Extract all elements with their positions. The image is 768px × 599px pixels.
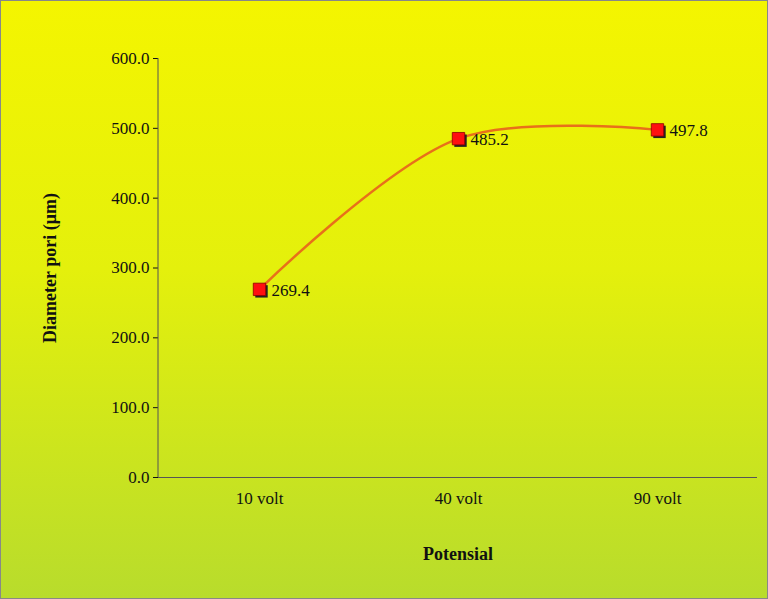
svg-text:Potensial: Potensial — [423, 544, 493, 564]
svg-text:10 volt: 10 volt — [236, 489, 284, 508]
svg-text:100.0: 100.0 — [111, 398, 149, 417]
svg-text:497.8: 497.8 — [670, 121, 708, 140]
svg-text:400.0: 400.0 — [111, 189, 149, 208]
svg-text:485.2: 485.2 — [471, 130, 509, 149]
svg-text:90 volt: 90 volt — [634, 489, 682, 508]
svg-text:200.0: 200.0 — [111, 328, 149, 347]
svg-text:40 volt: 40 volt — [435, 489, 483, 508]
svg-text:500.0: 500.0 — [111, 119, 149, 138]
svg-text:0.0: 0.0 — [128, 468, 149, 487]
svg-text:Diameter pori (μm): Diameter pori (μm) — [40, 193, 61, 343]
svg-text:300.0: 300.0 — [111, 258, 149, 277]
svg-text:600.0: 600.0 — [111, 49, 149, 68]
svg-text:269.4: 269.4 — [272, 281, 311, 300]
